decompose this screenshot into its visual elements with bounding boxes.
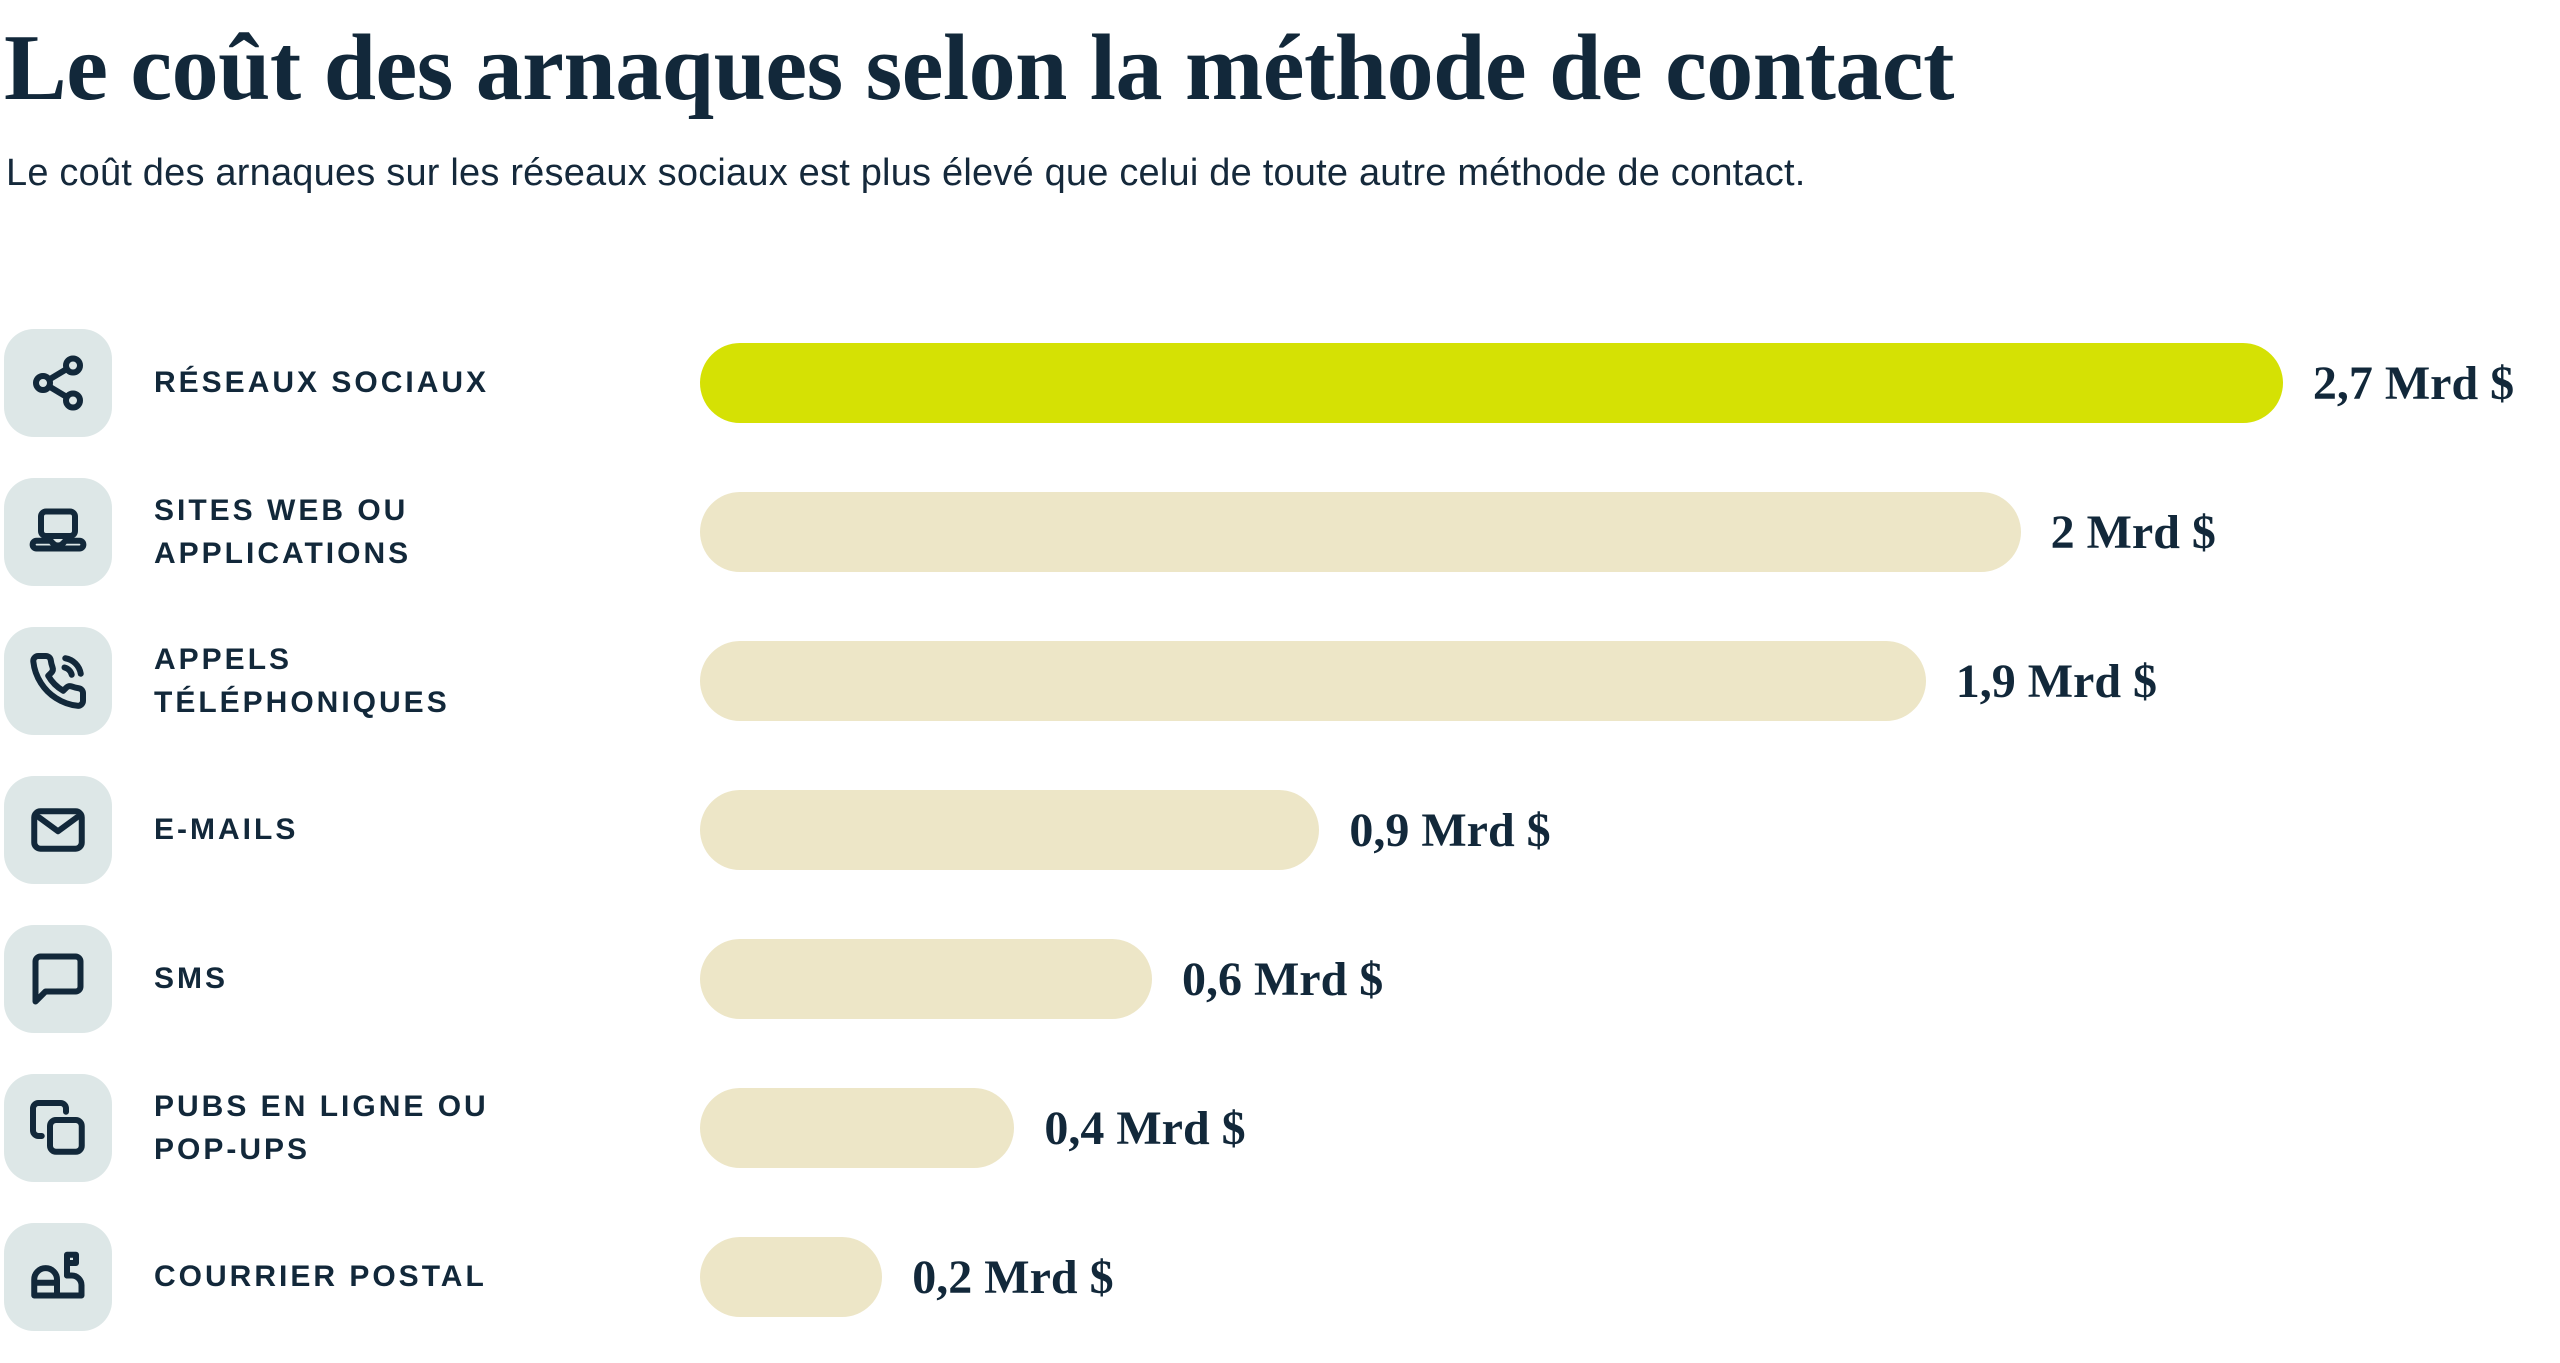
- category-icon-box: [4, 478, 112, 587]
- bar: [700, 343, 2283, 424]
- bar-track: 0,4 Mrd $: [700, 1088, 2560, 1169]
- category-icon-box: [4, 1223, 112, 1332]
- bar: [700, 939, 1152, 1020]
- category-icon-box: [4, 1074, 112, 1183]
- chart-row: SITES WEB OU APPLICATIONS 2 Mrd $: [4, 458, 2560, 607]
- chart-row: PUBS EN LIGNE OU POP-UPS 0,4 Mrd $: [4, 1054, 2560, 1203]
- bar-value-label: 0,6 Mrd $: [1181, 952, 1384, 1006]
- bar-value-label: 2 Mrd $: [2050, 505, 2216, 559]
- bar-track: 2 Mrd $: [700, 492, 2560, 573]
- bar-value-label: 0,4 Mrd $: [1044, 1101, 1246, 1155]
- category-icon-box: [4, 627, 112, 736]
- bar-value-label: 2,7 Mrd $: [2312, 356, 2515, 410]
- bar: [700, 790, 1320, 871]
- bar-value-label: 0,9 Mrd $: [1349, 803, 1551, 857]
- sms-bubble-icon: [28, 949, 88, 1009]
- category-icon-box: [4, 925, 112, 1034]
- category-label: RÉSEAUX SOCIAUX: [154, 366, 490, 400]
- category-label: SITES WEB OU APPLICATIONS: [154, 493, 412, 571]
- category-icon-box: [4, 776, 112, 885]
- popup-windows-icon: [28, 1098, 88, 1158]
- page-title: Le coût des arnaques selon la méthode de…: [4, 16, 1954, 120]
- bar-track: 2,7 Mrd $: [700, 343, 2560, 424]
- bar: [700, 1237, 883, 1318]
- laptop-icon: [28, 502, 88, 562]
- category-label: PUBS EN LIGNE OU POP-UPS: [154, 1089, 489, 1167]
- category-label: APPELS TÉLÉPHONIQUES: [154, 642, 450, 720]
- page-subtitle: Le coût des arnaques sur les réseaux soc…: [6, 152, 1806, 195]
- category-icon-box: [4, 329, 112, 438]
- chart-row: E-MAILS 0,9 Mrd $: [4, 756, 2560, 905]
- chart-row: SMS 0,6 Mrd $: [4, 905, 2560, 1054]
- category-label: COURRIER POSTAL: [154, 1260, 487, 1294]
- bar-chart: RÉSEAUX SOCIAUX 2,7 Mrd $ SITES WEB OU A…: [4, 309, 2560, 1352]
- mailbox-icon: [28, 1247, 88, 1307]
- mail-icon: [28, 800, 88, 860]
- bar: [700, 1088, 1015, 1169]
- bar: [700, 641, 1926, 722]
- chart-row: RÉSEAUX SOCIAUX 2,7 Mrd $: [4, 309, 2560, 458]
- bar-track: 0,6 Mrd $: [700, 939, 2560, 1020]
- phone-call-icon: [28, 651, 88, 711]
- share-icon: [28, 353, 88, 413]
- chart-row: APPELS TÉLÉPHONIQUES 1,9 Mrd $: [4, 607, 2560, 756]
- bar-value-label: 1,9 Mrd $: [1955, 654, 2158, 708]
- bar-track: 0,2 Mrd $: [700, 1237, 2560, 1318]
- bar-track: 0,9 Mrd $: [700, 790, 2560, 871]
- bar-value-label: 0,2 Mrd $: [912, 1250, 1114, 1304]
- category-label: E-MAILS: [154, 813, 299, 847]
- category-label: SMS: [154, 962, 229, 996]
- chart-row: COURRIER POSTAL 0,2 Mrd $: [4, 1203, 2560, 1352]
- bar-track: 1,9 Mrd $: [700, 641, 2560, 722]
- bar: [700, 492, 2021, 573]
